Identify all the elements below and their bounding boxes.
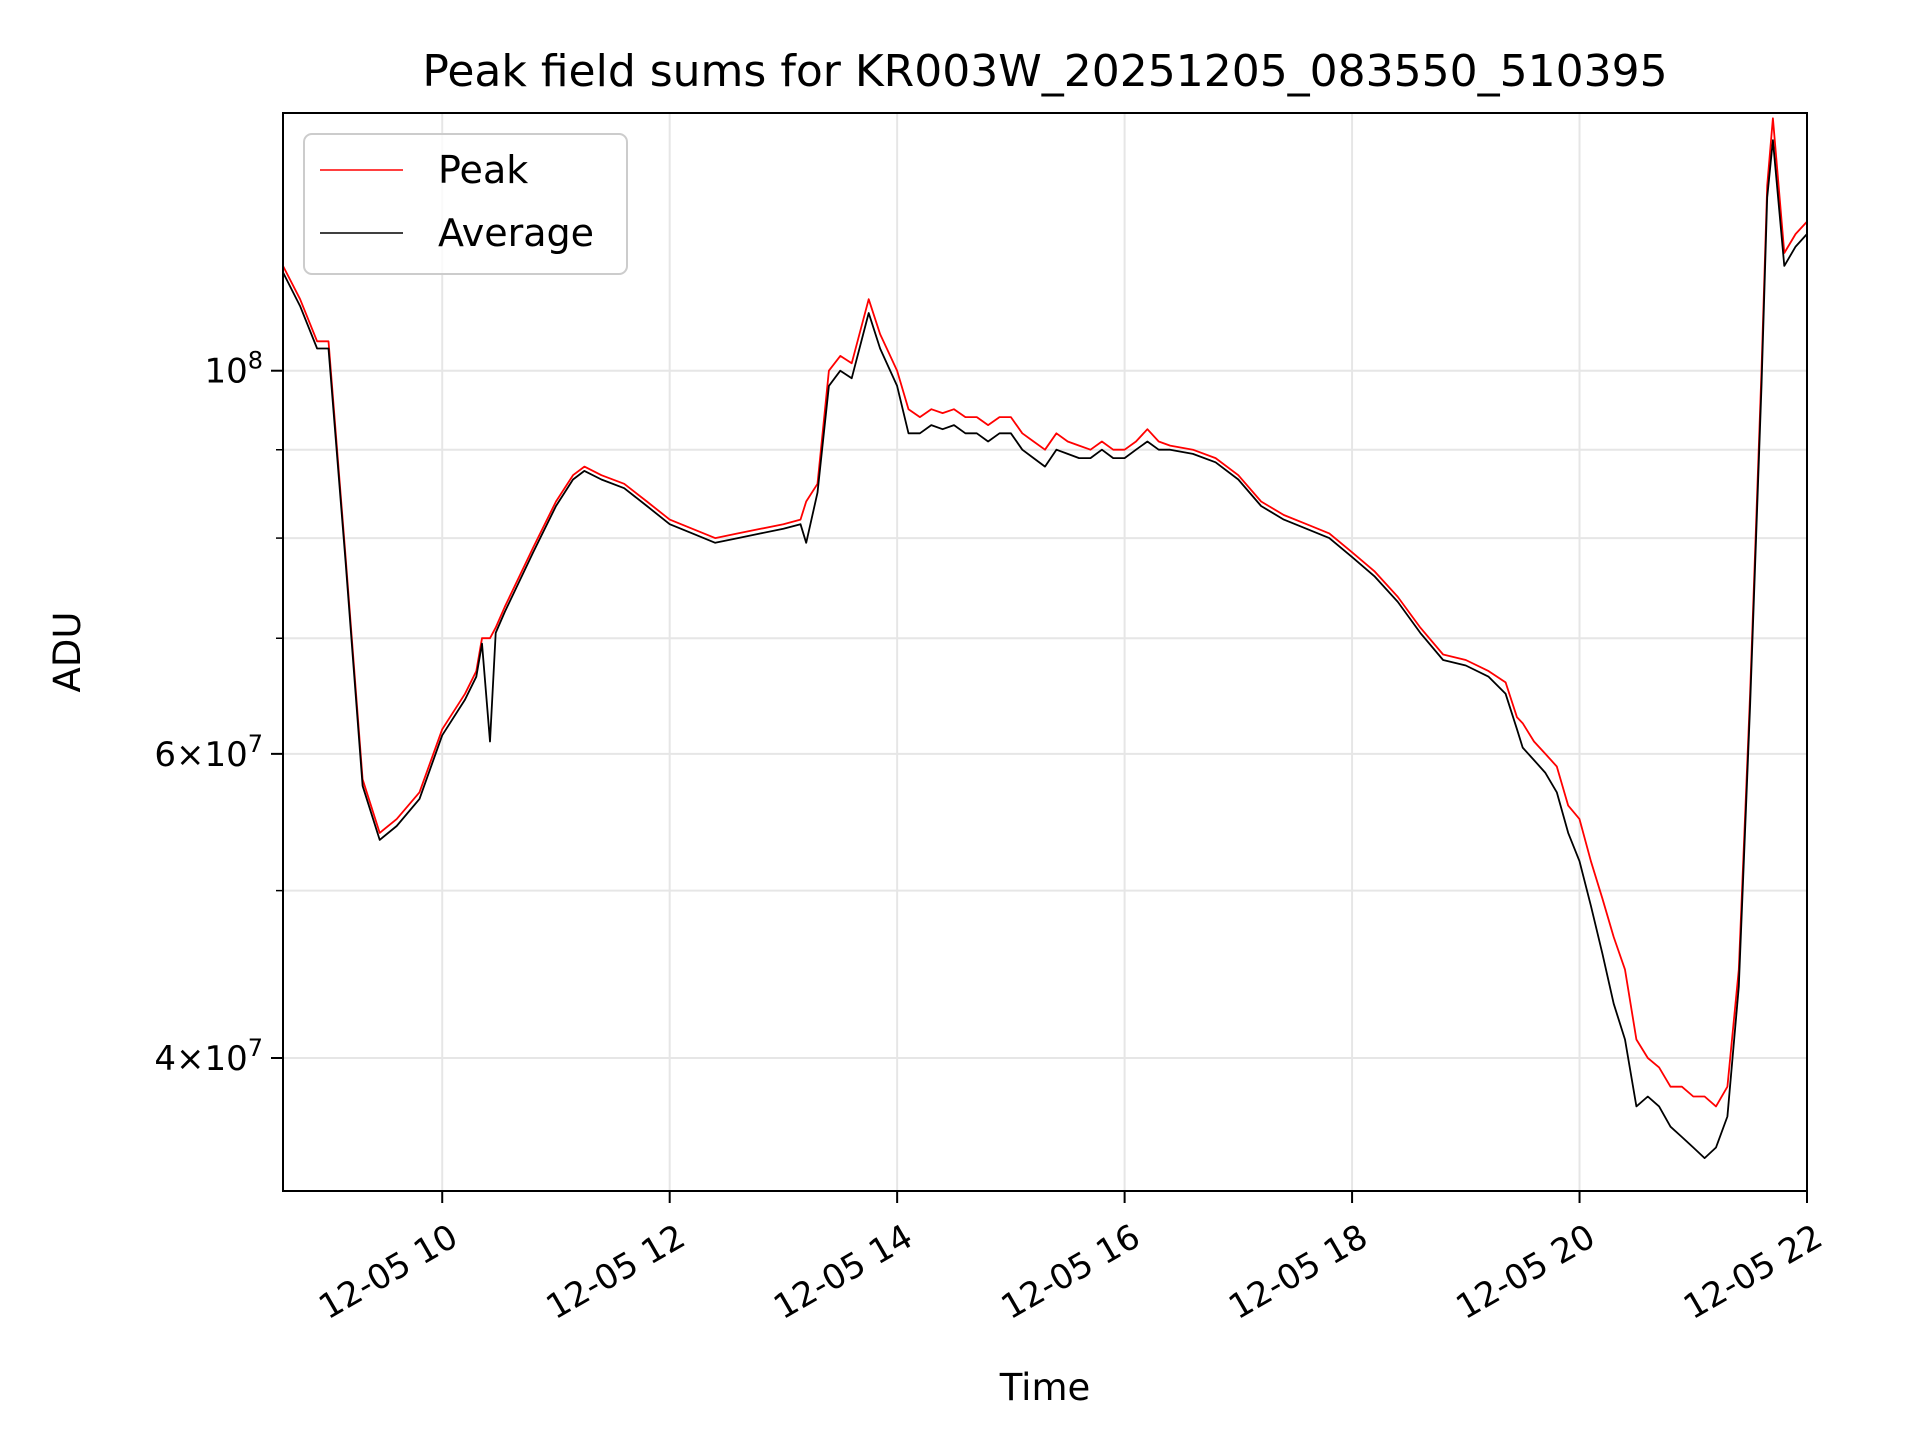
x-axis-label: Time xyxy=(999,1366,1091,1409)
series-line-peak xyxy=(282,117,1808,1108)
y-tick-label: 4×107 xyxy=(154,1034,263,1079)
y-tick-label: 6×107 xyxy=(154,730,263,775)
legend: Peak Average xyxy=(303,133,628,275)
series-line-average xyxy=(282,139,1808,1159)
y-tick-label: 108 xyxy=(204,347,263,392)
legend-label-average: Average xyxy=(438,211,594,255)
legend-box xyxy=(303,133,628,275)
plot-frame xyxy=(282,112,1808,1192)
legend-label-peak: Peak xyxy=(438,148,528,192)
y-axis-label: ADU xyxy=(46,612,89,693)
data-series xyxy=(282,117,1808,1159)
chart-title: Peak field sums for KR003W_20251205_0835… xyxy=(422,46,1667,97)
